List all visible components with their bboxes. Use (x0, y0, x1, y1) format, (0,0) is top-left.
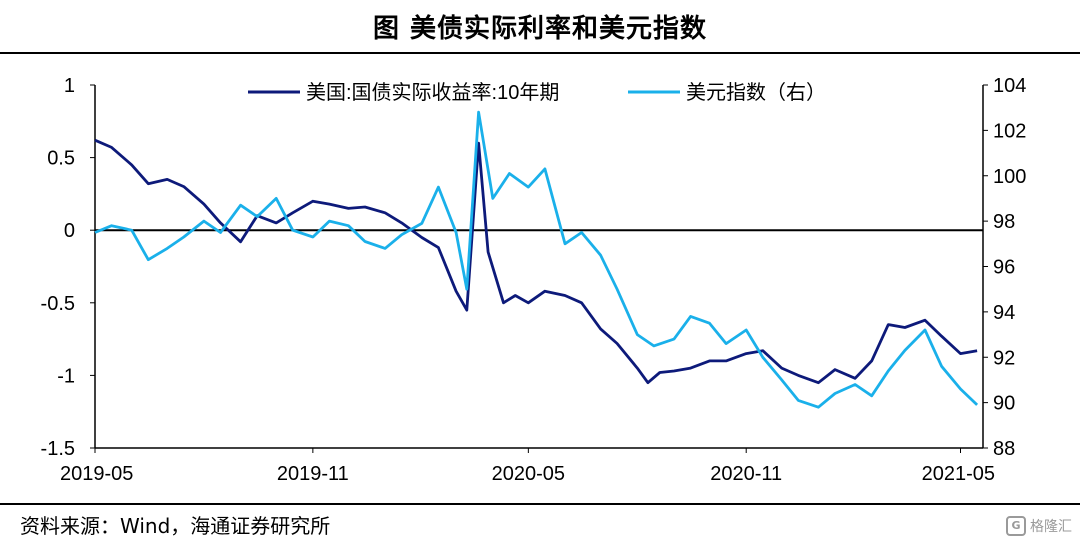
right-tick-label: 94 (993, 302, 1015, 324)
x-tick-label: 2019-11 (277, 463, 349, 485)
right-tick-label: 88 (993, 438, 1015, 460)
x-tick-label: 2020-05 (492, 463, 565, 485)
left-tick-label: 1 (64, 75, 75, 97)
right-tick-label: 90 (993, 393, 1015, 415)
watermark: G 格隆汇 (1006, 516, 1072, 536)
series-lines (94, 110, 979, 409)
right-tick-label: 100 (993, 166, 1026, 188)
watermark-logo-icon: G (1006, 516, 1026, 536)
right-tick-label: 102 (993, 120, 1026, 142)
x-tick-label: 2021-05 (922, 463, 995, 485)
left-tick-label: -1.5 (41, 438, 75, 460)
left-tick-label: -0.5 (41, 293, 75, 315)
legend-label: 美元指数（右） (686, 81, 826, 104)
legend: 美国:国债实际收益率:10年期 美元指数（右） (248, 81, 826, 104)
right-tick-label: 96 (993, 257, 1015, 279)
right-tick-label: 104 (993, 75, 1026, 97)
right-tick-label: 98 (993, 211, 1015, 233)
x-tick-label: 2020-11 (710, 463, 782, 485)
legend-label: 美国:国债实际收益率:10年期 (306, 81, 559, 104)
axes: 1 0.5 0 -0.5 -1 -1.5 104 102 100 98 96 94 92 90 88 2019… (41, 75, 1027, 485)
dollar-index-line (94, 110, 979, 409)
watermark-text: 格隆汇 (1030, 519, 1072, 535)
title-rule (0, 52, 1080, 54)
source-note: 资料来源：Wind，海通证券研究所 (20, 514, 331, 538)
left-tick-label: 0 (64, 220, 75, 242)
left-tick-label: 0.5 (47, 148, 75, 170)
x-tick-label: 2019-05 (60, 463, 133, 485)
real-yield-line (94, 138, 978, 385)
chart-title: 图 美债实际利率和美元指数 (372, 14, 708, 44)
left-tick-label: -1 (57, 365, 75, 387)
footer-rule (0, 503, 1080, 505)
right-tick-label: 92 (993, 347, 1015, 369)
